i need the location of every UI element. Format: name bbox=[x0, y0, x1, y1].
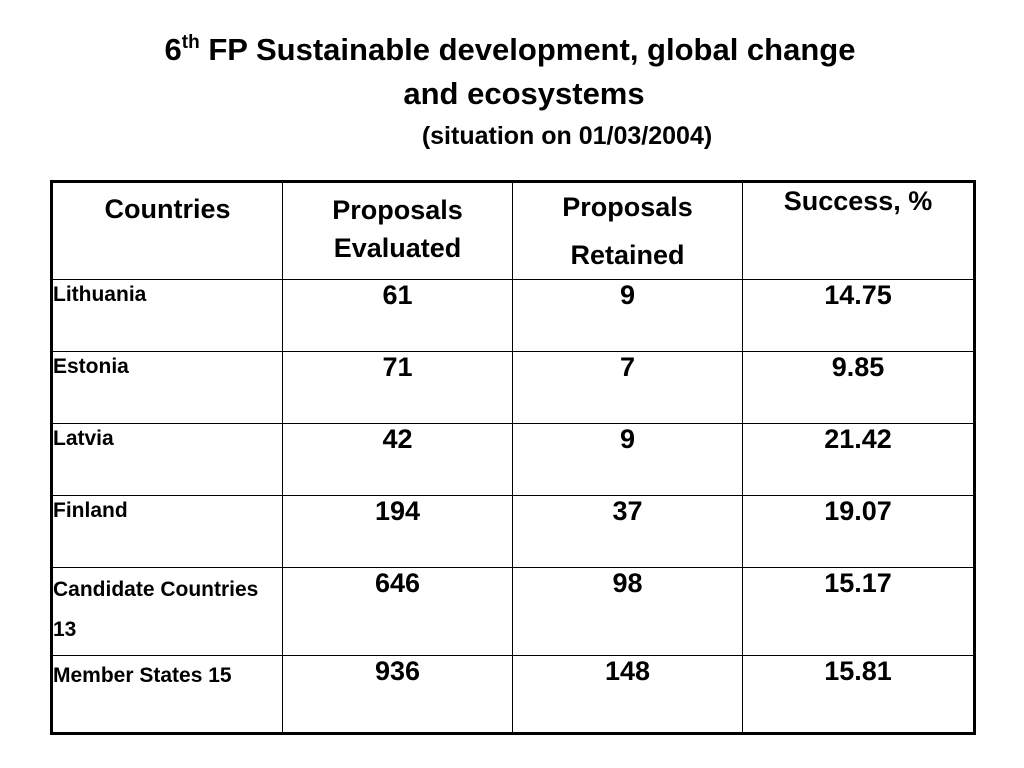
success-cell: 9.85 bbox=[742, 351, 975, 424]
country-cell: Lithuania bbox=[51, 279, 283, 352]
table-row: Latvia 42 9 21.42 bbox=[51, 423, 975, 496]
title-superscript: th bbox=[181, 32, 200, 53]
table-row: Member States 15 936 148 15.81 bbox=[51, 655, 975, 734]
success-cell: 15.81 bbox=[742, 655, 975, 734]
evaluated-cell: 61 bbox=[282, 279, 513, 352]
retained-cell: 9 bbox=[512, 423, 743, 496]
header-proposals-retained: Proposals Retained bbox=[512, 181, 743, 280]
success-cell: 19.07 bbox=[742, 495, 975, 568]
retained-cell: 9 bbox=[512, 279, 743, 352]
success-cell: 14.75 bbox=[742, 279, 975, 352]
evaluated-cell: 42 bbox=[282, 423, 513, 496]
table-row: Finland 194 37 19.07 bbox=[51, 495, 975, 568]
evaluated-cell: 194 bbox=[282, 495, 513, 568]
title-prefix: 6 bbox=[164, 32, 182, 67]
retained-cell: 37 bbox=[512, 495, 743, 568]
country-cell: Latvia bbox=[51, 423, 283, 496]
country-cell: Candidate Countries 13 bbox=[51, 567, 283, 656]
country-cell: Estonia bbox=[51, 351, 283, 424]
title-subtitle: (situation on 01/03/2004) bbox=[421, 122, 713, 150]
success-cell: 15.17 bbox=[742, 567, 975, 656]
evaluated-cell: 71 bbox=[282, 351, 513, 424]
header-success-percent: Success, % bbox=[742, 181, 975, 280]
table-row: Candidate Countries 13 646 98 15.17 bbox=[51, 567, 975, 656]
proposals-table: Countries Proposals Evaluated Proposals … bbox=[50, 180, 976, 735]
table-row: Estonia 71 7 9.85 bbox=[51, 351, 975, 424]
country-cell: Member States 15 bbox=[51, 655, 283, 734]
header-countries: Countries bbox=[51, 181, 283, 280]
success-cell: 21.42 bbox=[742, 423, 975, 496]
slide-title: 6th FP Sustainable development, global c… bbox=[0, 28, 1024, 156]
header-proposals-evaluated: Proposals Evaluated bbox=[282, 181, 513, 280]
evaluated-cell: 936 bbox=[282, 655, 513, 734]
country-cell: Finland bbox=[51, 495, 283, 568]
title-line-2: and ecosystems bbox=[403, 76, 645, 111]
table-row: Lithuania 61 9 14.75 bbox=[51, 279, 975, 352]
title-line-1: 6th FP Sustainable development, global c… bbox=[0, 28, 1024, 72]
title-line-1-rest: FP Sustainable development, global chang… bbox=[199, 32, 856, 67]
retained-cell: 7 bbox=[512, 351, 743, 424]
retained-cell: 98 bbox=[512, 567, 743, 656]
table-header-row: Countries Proposals Evaluated Proposals … bbox=[51, 181, 975, 280]
retained-cell: 148 bbox=[512, 655, 743, 734]
evaluated-cell: 646 bbox=[282, 567, 513, 656]
